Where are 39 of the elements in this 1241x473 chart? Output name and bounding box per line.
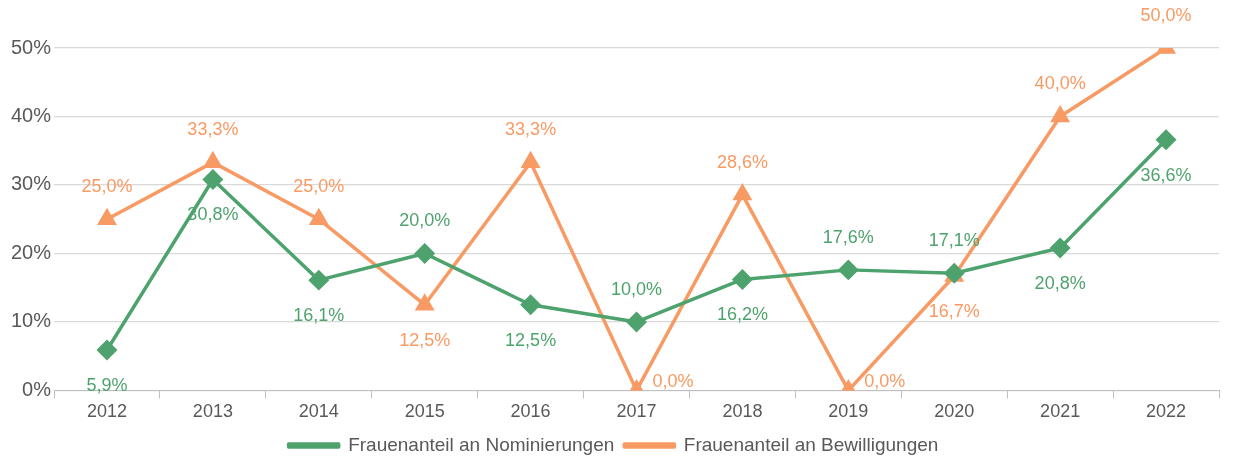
- data-label: 40,0%: [1034, 73, 1086, 94]
- data-label: 17,6%: [822, 226, 874, 247]
- data-label: 5,9%: [86, 374, 128, 395]
- data-label: 36,6%: [1140, 164, 1192, 185]
- y-tick-label: 30%: [11, 172, 52, 195]
- data-label: 33,3%: [187, 119, 239, 140]
- data-label: 16,7%: [928, 301, 980, 322]
- data-label: 12,5%: [399, 329, 451, 350]
- data-label: 20,0%: [399, 210, 451, 231]
- data-label: 16,1%: [293, 305, 345, 326]
- legend-label: Frauenanteil an Nominierungen: [348, 433, 615, 455]
- y-tick-label: 40%: [11, 104, 52, 126]
- x-tick-label: 2020: [934, 401, 975, 422]
- data-label: 0,0%: [864, 371, 906, 392]
- x-tick-label: 2013: [192, 401, 233, 422]
- data-label: 25,0%: [81, 176, 133, 197]
- data-label: 0,0%: [652, 371, 694, 392]
- x-tick-label: 2012: [86, 401, 128, 422]
- y-tick-label: 10%: [11, 309, 52, 332]
- data-label: 20,8%: [1034, 272, 1086, 293]
- x-tick-label: 2021: [1040, 401, 1081, 422]
- y-tick-label: 50%: [11, 35, 52, 58]
- x-tick-label: 2015: [404, 401, 445, 422]
- data-label: 16,2%: [716, 304, 768, 325]
- x-tick-label: 2016: [510, 401, 551, 422]
- legend-label: Frauenanteil an Bewilligungen: [683, 433, 939, 455]
- data-label: 33,3%: [505, 119, 557, 140]
- y-tick-label: 0%: [22, 377, 52, 400]
- data-label: 10,0%: [610, 278, 663, 299]
- x-tick-label: 2018: [722, 401, 763, 422]
- data-label: 50,0%: [1140, 4, 1192, 25]
- data-label: 12,5%: [505, 329, 557, 350]
- data-label: 25,0%: [293, 176, 345, 197]
- x-tick-label: 2019: [828, 401, 869, 422]
- x-tick-label: 2022: [1146, 401, 1187, 422]
- y-tick-label: 20%: [11, 240, 52, 263]
- x-tick-label: 2017: [616, 401, 657, 422]
- x-tick-label: 2014: [298, 401, 339, 422]
- data-label: 28,6%: [716, 151, 768, 172]
